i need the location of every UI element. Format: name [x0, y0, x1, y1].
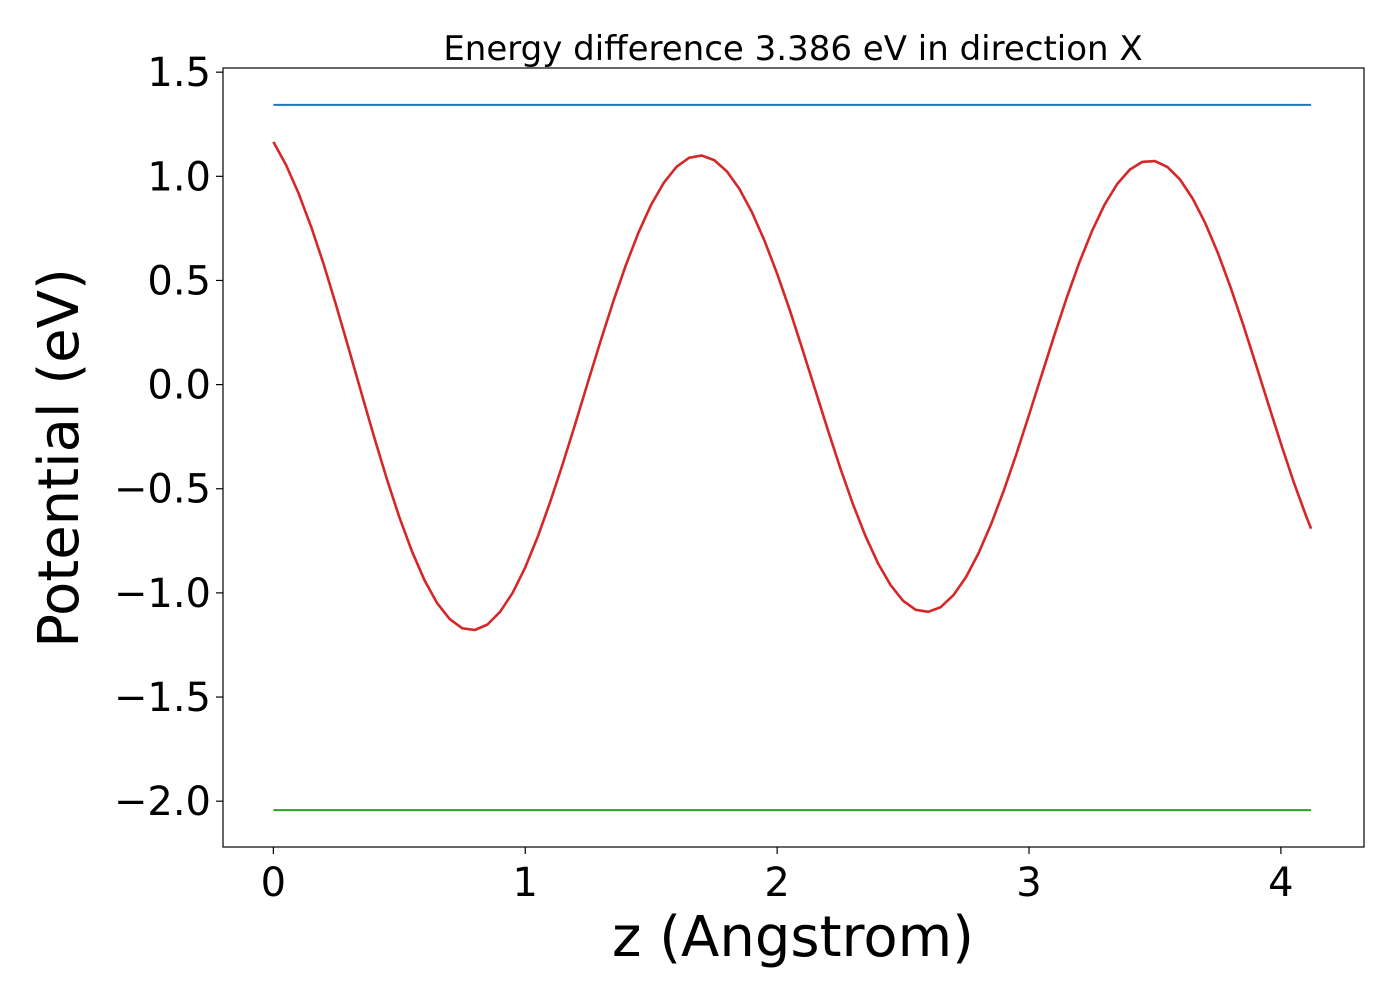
y-tick-label: −0.5 [114, 467, 211, 513]
series-line-2 [272, 141, 1313, 632]
y-tick-label: 0.5 [147, 258, 211, 304]
y-axis-label: Potential (eV) [27, 268, 92, 648]
y-tick-label: −2.0 [114, 779, 211, 825]
y-tick-label: −1.5 [114, 675, 211, 721]
x-axis-ticks: 0 1 2 3 4 [261, 847, 1294, 906]
y-tick-label: 1.0 [147, 154, 211, 200]
axes-frame [222, 67, 1365, 848]
y-axis-ticks: 1.5 1.0 0.5 0.0 −0.5 −1.0 −1.5 −2.0 [114, 50, 223, 825]
chart-title: Energy difference 3.386 eV in direction … [443, 29, 1142, 69]
x-tick-label: 3 [1016, 860, 1041, 906]
x-tick-label: 0 [261, 860, 286, 906]
y-tick-label: −1.0 [114, 571, 211, 617]
x-tick-label: 4 [1268, 860, 1293, 906]
y-tick-label: 1.5 [147, 50, 211, 96]
plot-area [272, 103, 1313, 812]
x-tick-label: 1 [513, 860, 538, 906]
x-tick-label: 2 [764, 860, 789, 906]
y-tick-label: 0.0 [147, 363, 211, 409]
x-axis-label: z (Angstrom) [612, 905, 974, 970]
